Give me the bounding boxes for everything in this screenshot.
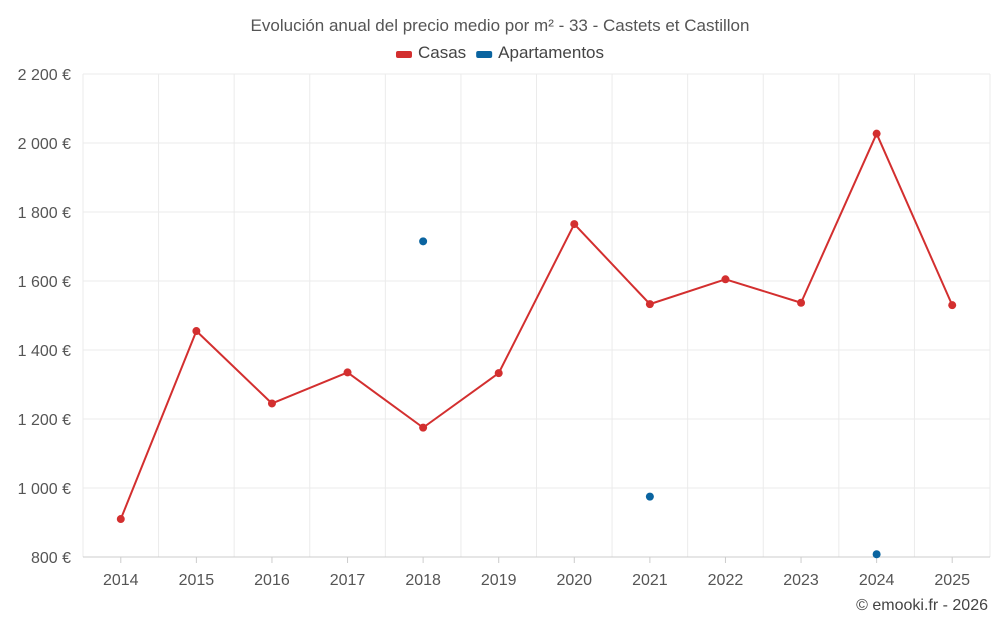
x-tick-label: 2024 [859, 572, 895, 589]
grid [82, 73, 991, 557]
x-tick-label: 2022 [708, 572, 744, 589]
x-tick-label: 2016 [254, 572, 290, 589]
data-point-casas [872, 129, 881, 138]
x-tick-label: 2014 [103, 572, 139, 589]
data-point-casas [192, 327, 201, 336]
data-point-apartamentos [419, 237, 428, 246]
data-point-apartamentos [872, 550, 881, 559]
legend-label: Apartamentos [498, 43, 604, 62]
axes: 800 € 1 000 € 1 200 € 1 400 € 1 600 € 1 800 €… [18, 67, 990, 589]
y-tick-label: 1 000 € [18, 481, 71, 498]
series-line-casas [119, 132, 954, 520]
data-point-casas [948, 301, 957, 310]
credit-text: © emooki.fr - 2026 [856, 597, 988, 614]
x-tick-label: 2021 [632, 572, 668, 589]
chart-title: Evolución anual del precio medio por m² … [251, 16, 750, 35]
data-point-casas [419, 423, 428, 432]
x-tick-label: 2017 [330, 572, 366, 589]
x-tick-label: 2025 [934, 572, 970, 589]
data-point-casas [116, 515, 125, 524]
y-tick-label: 2 000 € [18, 136, 71, 153]
y-tick-label: 800 € [31, 550, 71, 567]
legend: Casas Apartamentos [395, 43, 604, 62]
x-tick-label: 2018 [405, 572, 441, 589]
legend-item-apartamentos: Apartamentos [476, 43, 604, 62]
data-point-apartamentos [645, 492, 654, 501]
data-point-casas [721, 275, 730, 284]
legend-swatch [395, 51, 412, 58]
data-point-casas [645, 300, 654, 309]
x-tick-label: 2019 [481, 572, 517, 589]
legend-item-casas: Casas [395, 43, 466, 62]
data-point-casas [494, 369, 503, 378]
y-tick-label: 1 600 € [18, 274, 71, 291]
data-point-casas [267, 399, 276, 408]
data-point-casas [343, 368, 352, 377]
y-tick-label: 1 200 € [18, 412, 71, 429]
series-layer [116, 129, 957, 559]
x-tick-label: 2020 [556, 572, 592, 589]
y-tick-label: 1 400 € [18, 343, 71, 360]
y-tick-label: 2 200 € [18, 67, 71, 84]
x-tick-label: 2015 [179, 572, 215, 589]
data-point-casas [797, 298, 806, 307]
legend-label: Casas [418, 43, 466, 62]
y-tick-label: 1 800 € [18, 205, 71, 222]
x-tick-label: 2023 [783, 572, 819, 589]
data-point-casas [570, 220, 579, 229]
legend-swatch [476, 51, 493, 58]
